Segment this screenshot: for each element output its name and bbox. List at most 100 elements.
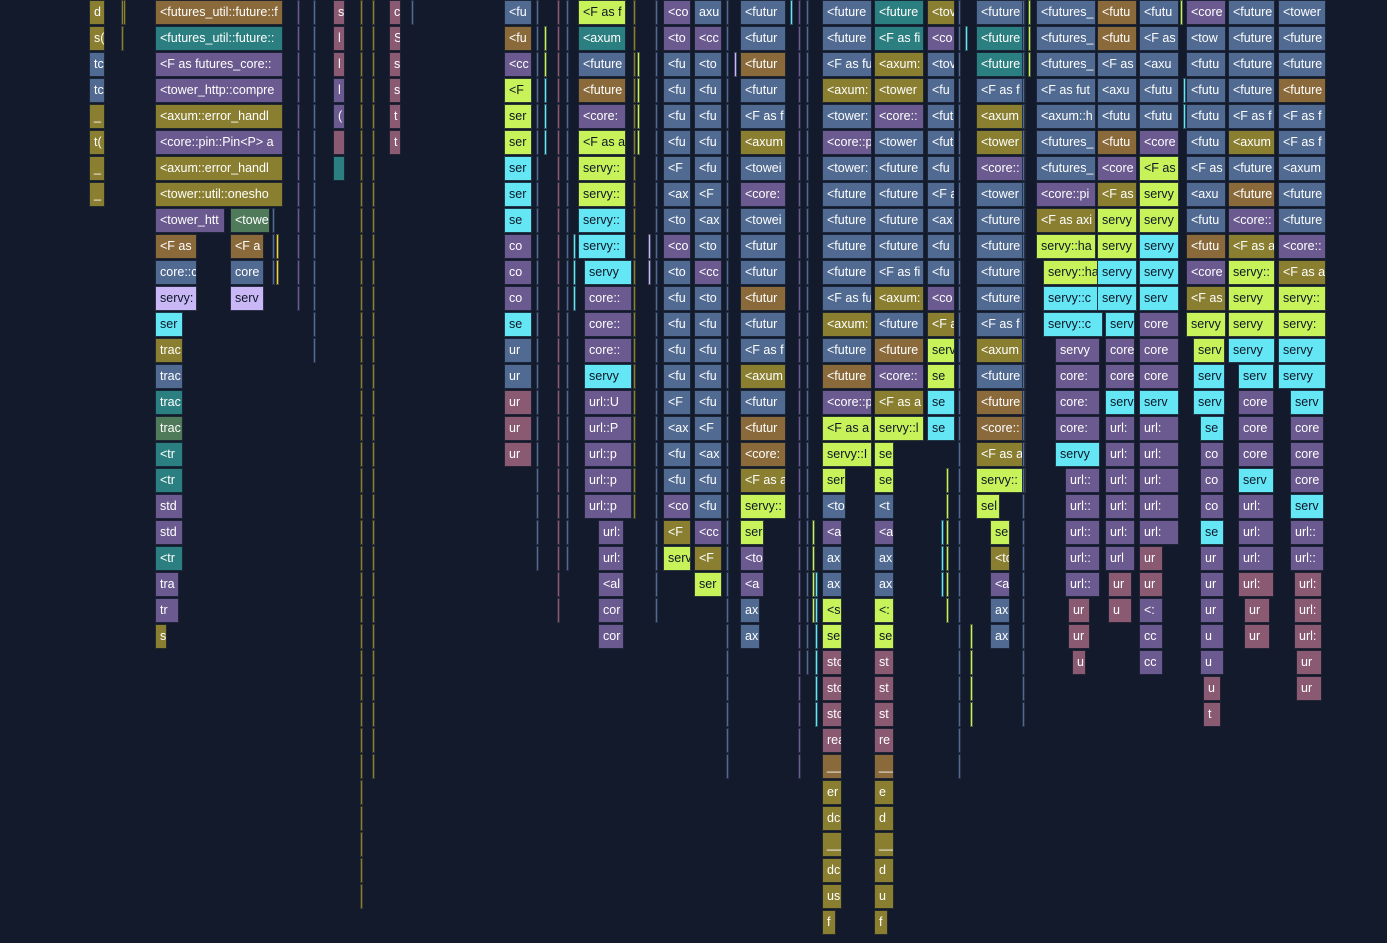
stack-frame[interactable]: <F as fi [874, 26, 924, 51]
stack-frame-sliver[interactable] [958, 598, 961, 623]
stack-frame-sliver[interactable] [798, 78, 801, 103]
stack-frame[interactable]: ur [504, 442, 532, 467]
stack-frame-sliver[interactable] [726, 312, 729, 337]
stack-frame[interactable]: url [1105, 546, 1135, 571]
stack-frame[interactable]: <F as a [1228, 234, 1275, 259]
stack-frame-sliver[interactable] [637, 52, 640, 77]
stack-frame[interactable]: servy [1228, 286, 1275, 311]
stack-frame[interactable]: <core::pi [1036, 182, 1096, 207]
stack-frame[interactable]: <axum [740, 364, 786, 389]
stack-frame-sliver[interactable] [297, 130, 300, 155]
stack-frame[interactable]: ur [1068, 598, 1090, 623]
stack-frame[interactable]: <axum [976, 338, 1026, 363]
stack-frame[interactable]: <future [874, 0, 924, 25]
stack-frame-sliver[interactable] [958, 104, 961, 129]
stack-frame-sliver[interactable] [798, 416, 801, 441]
stack-frame-sliver[interactable] [360, 780, 363, 805]
stack-frame[interactable]: <fu [927, 234, 955, 259]
stack-frame[interactable]: <fu [927, 260, 955, 285]
stack-frame-sliver[interactable] [798, 494, 801, 519]
stack-frame[interactable]: <future [874, 208, 924, 233]
stack-frame[interactable]: <core:: [976, 156, 1026, 181]
stack-frame[interactable]: <a [822, 520, 842, 545]
stack-frame-sliver[interactable] [726, 754, 729, 779]
stack-frame[interactable]: core [1105, 364, 1135, 389]
stack-frame-sliver[interactable] [313, 338, 316, 363]
stack-frame-sliver[interactable] [815, 650, 818, 675]
stack-frame[interactable]: <tc [990, 546, 1010, 571]
stack-frame[interactable]: _ [89, 104, 105, 129]
stack-frame-sliver[interactable] [313, 26, 316, 51]
stack-frame[interactable]: <a [990, 572, 1010, 597]
stack-frame-sliver[interactable] [633, 78, 636, 103]
stack-frame-sliver[interactable] [297, 0, 300, 25]
stack-frame-sliver[interactable] [313, 182, 316, 207]
stack-frame[interactable]: <fu [663, 52, 691, 77]
stack-frame-sliver[interactable] [566, 0, 569, 25]
stack-frame[interactable]: <F as f [740, 338, 786, 363]
stack-frame-sliver[interactable] [272, 260, 275, 285]
stack-frame[interactable]: <co [663, 494, 691, 519]
stack-frame-sliver[interactable] [566, 208, 569, 233]
stack-frame-sliver[interactable] [633, 156, 636, 181]
stack-frame-sliver[interactable] [566, 390, 569, 415]
stack-frame-sliver[interactable] [648, 260, 651, 285]
stack-frame-sliver[interactable] [812, 546, 815, 571]
stack-frame-sliver[interactable] [798, 624, 801, 649]
stack-frame[interactable]: <tower: [822, 156, 872, 181]
stack-frame[interactable]: ur [1108, 572, 1132, 597]
stack-frame[interactable]: <F as fut [1036, 78, 1096, 103]
stack-frame[interactable]: <future [822, 364, 872, 389]
stack-frame-sliver[interactable] [544, 26, 547, 51]
stack-frame[interactable]: <F as fi [874, 260, 924, 285]
stack-frame[interactable]: url: [1139, 416, 1179, 441]
stack-frame-sliver[interactable] [557, 494, 560, 519]
stack-frame-sliver[interactable] [946, 468, 949, 493]
stack-frame-sliver[interactable] [958, 130, 961, 155]
stack-frame-sliver[interactable] [313, 260, 316, 285]
stack-frame[interactable]: <futur [740, 416, 786, 441]
stack-frame-sliver[interactable] [970, 676, 973, 701]
stack-frame-sliver[interactable] [1028, 0, 1031, 25]
stack-frame[interactable]: <axum::h [1036, 104, 1096, 129]
stack-frame-sliver[interactable] [313, 208, 316, 233]
stack-frame[interactable]: st [874, 702, 894, 727]
stack-frame-sliver[interactable] [360, 416, 363, 441]
stack-frame[interactable]: servy [1097, 260, 1137, 285]
stack-frame-sliver[interactable] [798, 442, 801, 467]
stack-frame[interactable]: ur [504, 364, 532, 389]
stack-frame-sliver[interactable] [633, 130, 636, 155]
stack-frame-sliver[interactable] [360, 260, 363, 285]
stack-frame[interactable]: <future [578, 52, 626, 77]
stack-frame[interactable]: servy::I [822, 442, 872, 467]
stack-frame[interactable]: __ [874, 832, 894, 857]
stack-frame[interactable]: <tower_htt [155, 208, 225, 233]
stack-frame[interactable]: <future [1228, 182, 1275, 207]
stack-frame-sliver[interactable] [726, 286, 729, 311]
stack-frame[interactable]: <future [874, 338, 924, 363]
stack-frame[interactable]: url: [1105, 494, 1135, 519]
stack-frame-sliver[interactable] [798, 702, 801, 727]
stack-frame-sliver[interactable] [411, 0, 414, 25]
stack-frame-sliver[interactable] [276, 234, 279, 259]
stack-frame[interactable]: <axum: [822, 312, 872, 337]
stack-frame-sliver[interactable] [958, 156, 961, 181]
stack-frame[interactable]: <to [694, 52, 722, 77]
stack-frame[interactable]: url: [1139, 520, 1179, 545]
stack-frame[interactable]: <future [1228, 0, 1275, 25]
stack-frame[interactable]: co [1200, 468, 1224, 493]
stack-frame[interactable]: <F as [1097, 52, 1137, 77]
stack-frame-sliver[interactable] [557, 234, 560, 259]
stack-frame[interactable]: <fu [694, 494, 722, 519]
stack-frame-sliver[interactable] [1022, 598, 1025, 623]
stack-frame[interactable]: core [1290, 468, 1324, 493]
stack-frame-sliver[interactable] [958, 78, 961, 103]
stack-frame[interactable]: <F as futures_core:: [155, 52, 283, 77]
stack-frame-sliver[interactable] [958, 208, 961, 233]
stack-frame[interactable]: <F as f [976, 78, 1026, 103]
stack-frame-sliver[interactable] [360, 728, 363, 753]
stack-frame-sliver[interactable] [544, 104, 547, 129]
stack-frame[interactable]: url::P [584, 416, 632, 441]
stack-frame-sliver[interactable] [566, 130, 569, 155]
stack-frame[interactable]: url: [1105, 416, 1135, 441]
